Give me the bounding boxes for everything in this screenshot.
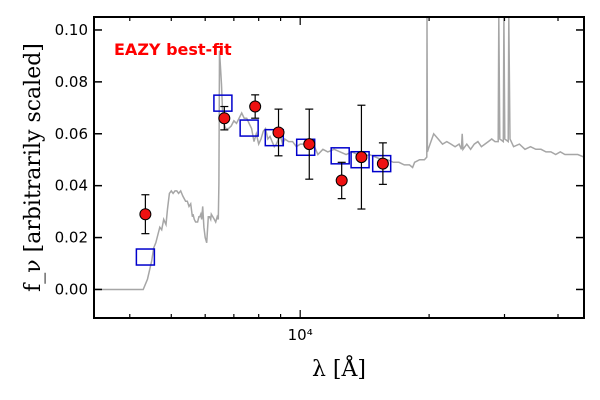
y-axis-label: f_ν [arbitrarily scaled]	[21, 43, 46, 292]
axis-ticks	[94, 17, 584, 318]
model-point-2	[239, 119, 259, 137]
model-point-5	[330, 147, 350, 165]
y-tick-label-0: 0.00	[55, 280, 88, 298]
observed-marker-3	[272, 126, 285, 139]
model-photometry-layer	[135, 94, 392, 266]
model-point-0	[135, 248, 156, 266]
y-tick-label-1: 0.02	[55, 229, 88, 247]
y-tick-label-5: 0.10	[55, 21, 88, 39]
observed-point-3	[272, 108, 285, 157]
observed-point-5	[335, 161, 348, 200]
observed-marker-0	[139, 208, 152, 221]
observed-point-6	[355, 104, 368, 210]
template-spectrum-line	[94, 17, 584, 291]
observed-point-0	[139, 194, 152, 235]
observed-marker-1	[218, 112, 231, 125]
y-tick-label-4: 0.08	[55, 73, 88, 91]
annotation-label: EAZY best-fit	[114, 40, 232, 59]
observed-marker-7	[376, 157, 389, 170]
observed-marker-6	[355, 151, 368, 164]
model-point-1	[213, 94, 233, 112]
y-tick-label-2: 0.04	[55, 177, 88, 195]
observed-point-2	[249, 94, 262, 119]
plot-frame	[93, 16, 585, 319]
x-tick-label-0: 10⁴	[288, 326, 313, 344]
observed-marker-2	[249, 100, 262, 113]
observed-marker-4	[303, 138, 316, 151]
x-axis-label: λ [Å]	[312, 354, 366, 382]
template-spectrum-layer	[94, 17, 584, 291]
observed-marker-5	[335, 174, 348, 187]
observed-point-7	[376, 142, 389, 185]
observed-point-1	[218, 105, 231, 131]
model-point-4	[295, 138, 316, 157]
tick-labels: 0.00 0.02 0.04 0.06 0.08 0.10 10⁴	[55, 21, 313, 344]
model-point-7	[371, 154, 392, 173]
observed-photometry-layer	[139, 94, 389, 235]
observed-point-4	[303, 108, 316, 180]
y-tick-label-3: 0.06	[55, 125, 88, 143]
